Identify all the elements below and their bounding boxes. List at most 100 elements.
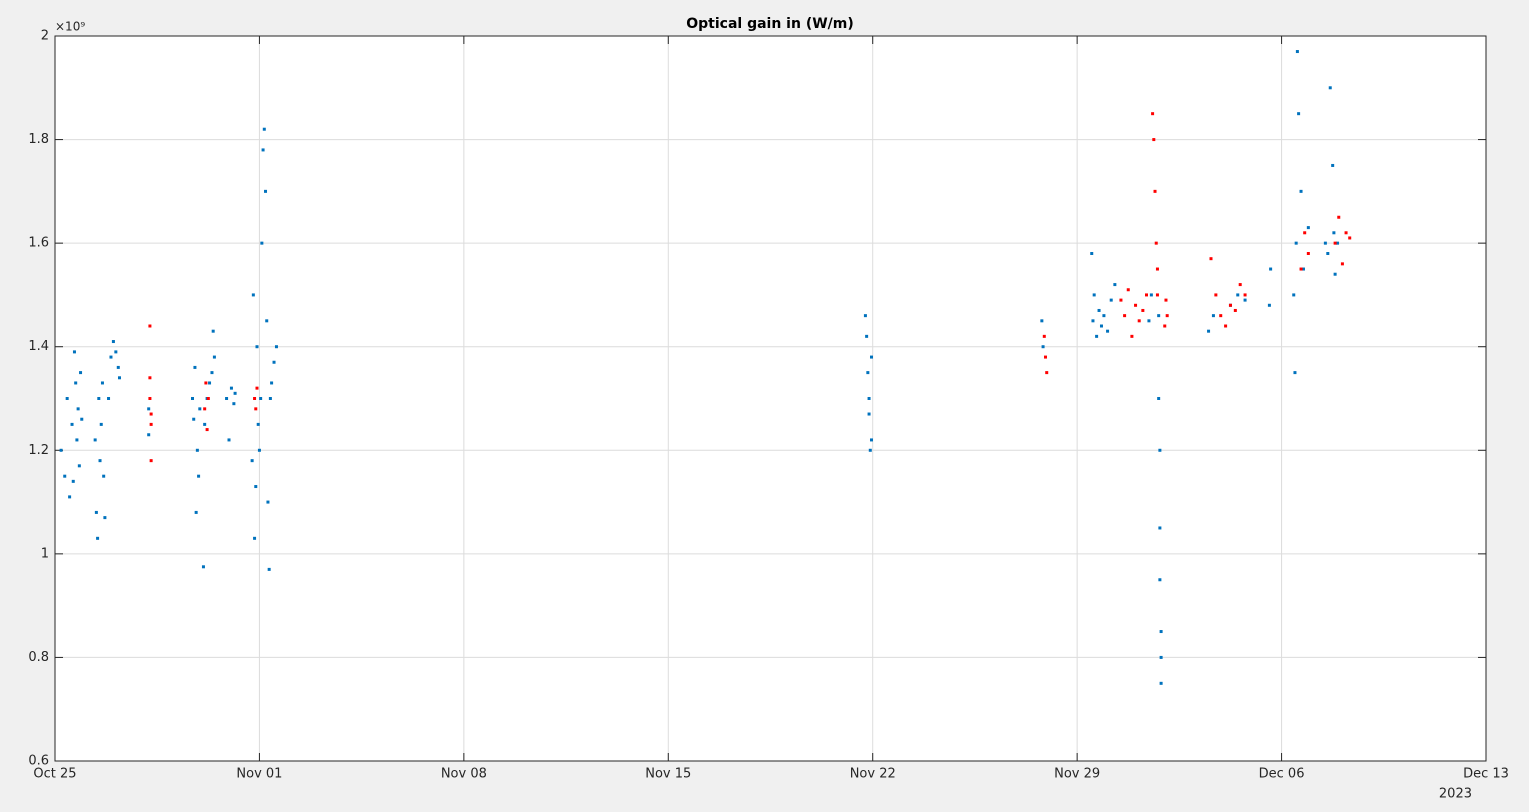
point xyxy=(1295,50,1299,54)
point xyxy=(1090,252,1094,255)
point xyxy=(74,381,78,385)
point xyxy=(262,127,266,131)
point xyxy=(1269,267,1273,271)
point xyxy=(266,500,270,504)
point xyxy=(1149,293,1153,297)
y-tick-label: 0.8 xyxy=(28,650,49,665)
point xyxy=(205,428,209,432)
point xyxy=(1326,252,1330,255)
point xyxy=(1303,231,1307,235)
point xyxy=(198,407,202,411)
point xyxy=(1151,112,1155,116)
point xyxy=(77,464,81,468)
point xyxy=(211,329,215,333)
point xyxy=(1294,241,1298,245)
point xyxy=(1337,215,1341,219)
point xyxy=(1159,630,1163,634)
point xyxy=(1348,236,1352,240)
x-tick-label: Nov 08 xyxy=(441,767,487,782)
point xyxy=(272,360,276,364)
point xyxy=(250,459,254,463)
point xyxy=(99,422,103,426)
point xyxy=(255,345,259,349)
point xyxy=(63,474,67,478)
point xyxy=(1134,303,1138,307)
point xyxy=(147,433,151,437)
point xyxy=(97,397,101,400)
point xyxy=(59,448,63,452)
point xyxy=(1336,241,1340,245)
point xyxy=(867,397,871,400)
point xyxy=(1040,319,1044,323)
point xyxy=(1332,231,1336,235)
x-tick-label: Oct 25 xyxy=(33,767,76,782)
point xyxy=(1224,324,1228,328)
axes-box xyxy=(54,35,1487,762)
y-tick-label: 1.2 xyxy=(28,443,49,458)
point xyxy=(1044,355,1048,359)
point xyxy=(100,381,104,385)
point xyxy=(869,355,873,359)
point xyxy=(256,422,260,426)
point xyxy=(98,459,102,463)
x-tick-label: Dec 06 xyxy=(1259,767,1305,782)
point xyxy=(265,319,269,323)
x-tick-label: Nov 15 xyxy=(645,767,691,782)
point xyxy=(194,510,198,514)
point xyxy=(75,438,79,442)
point xyxy=(72,350,76,354)
point xyxy=(1165,314,1169,318)
point xyxy=(1119,298,1123,302)
point xyxy=(1267,303,1271,307)
point xyxy=(197,474,201,478)
point xyxy=(1306,226,1310,230)
point xyxy=(71,479,75,483)
x-year-label: 2023 xyxy=(1439,787,1472,802)
point xyxy=(253,397,257,400)
point xyxy=(65,397,69,400)
point xyxy=(866,371,870,375)
point xyxy=(1113,283,1117,287)
point xyxy=(117,376,121,380)
point xyxy=(1164,298,1168,302)
point xyxy=(1130,334,1134,338)
y-tick-label: 2 xyxy=(41,29,49,44)
point xyxy=(1301,267,1305,271)
point xyxy=(1299,267,1303,271)
point xyxy=(1126,288,1130,292)
point xyxy=(1323,241,1327,245)
point xyxy=(1141,308,1145,312)
point xyxy=(257,448,261,452)
point xyxy=(1097,308,1101,312)
point xyxy=(1158,578,1162,582)
point xyxy=(1106,329,1110,333)
x-tick-label: Nov 29 xyxy=(1054,767,1100,782)
point xyxy=(203,422,207,426)
point xyxy=(1109,298,1113,302)
point xyxy=(1333,272,1337,276)
point xyxy=(1238,283,1242,287)
point xyxy=(210,371,214,375)
point xyxy=(233,391,237,395)
point xyxy=(1209,257,1213,261)
point xyxy=(149,422,153,426)
point xyxy=(1306,252,1310,255)
point xyxy=(203,407,207,411)
point xyxy=(863,314,867,318)
point xyxy=(1333,241,1337,245)
point xyxy=(1236,293,1240,297)
point xyxy=(204,381,208,385)
point xyxy=(96,536,100,540)
y-exponent-label: ×10⁹ xyxy=(55,20,85,34)
point xyxy=(68,495,72,499)
y-tick-label: 1.4 xyxy=(28,339,49,354)
point xyxy=(1157,397,1161,400)
point xyxy=(1211,314,1215,318)
point xyxy=(1147,319,1151,323)
point xyxy=(191,397,195,400)
point xyxy=(76,407,80,411)
point xyxy=(1297,112,1301,116)
point xyxy=(274,345,278,349)
point xyxy=(102,474,106,478)
point xyxy=(201,565,205,569)
